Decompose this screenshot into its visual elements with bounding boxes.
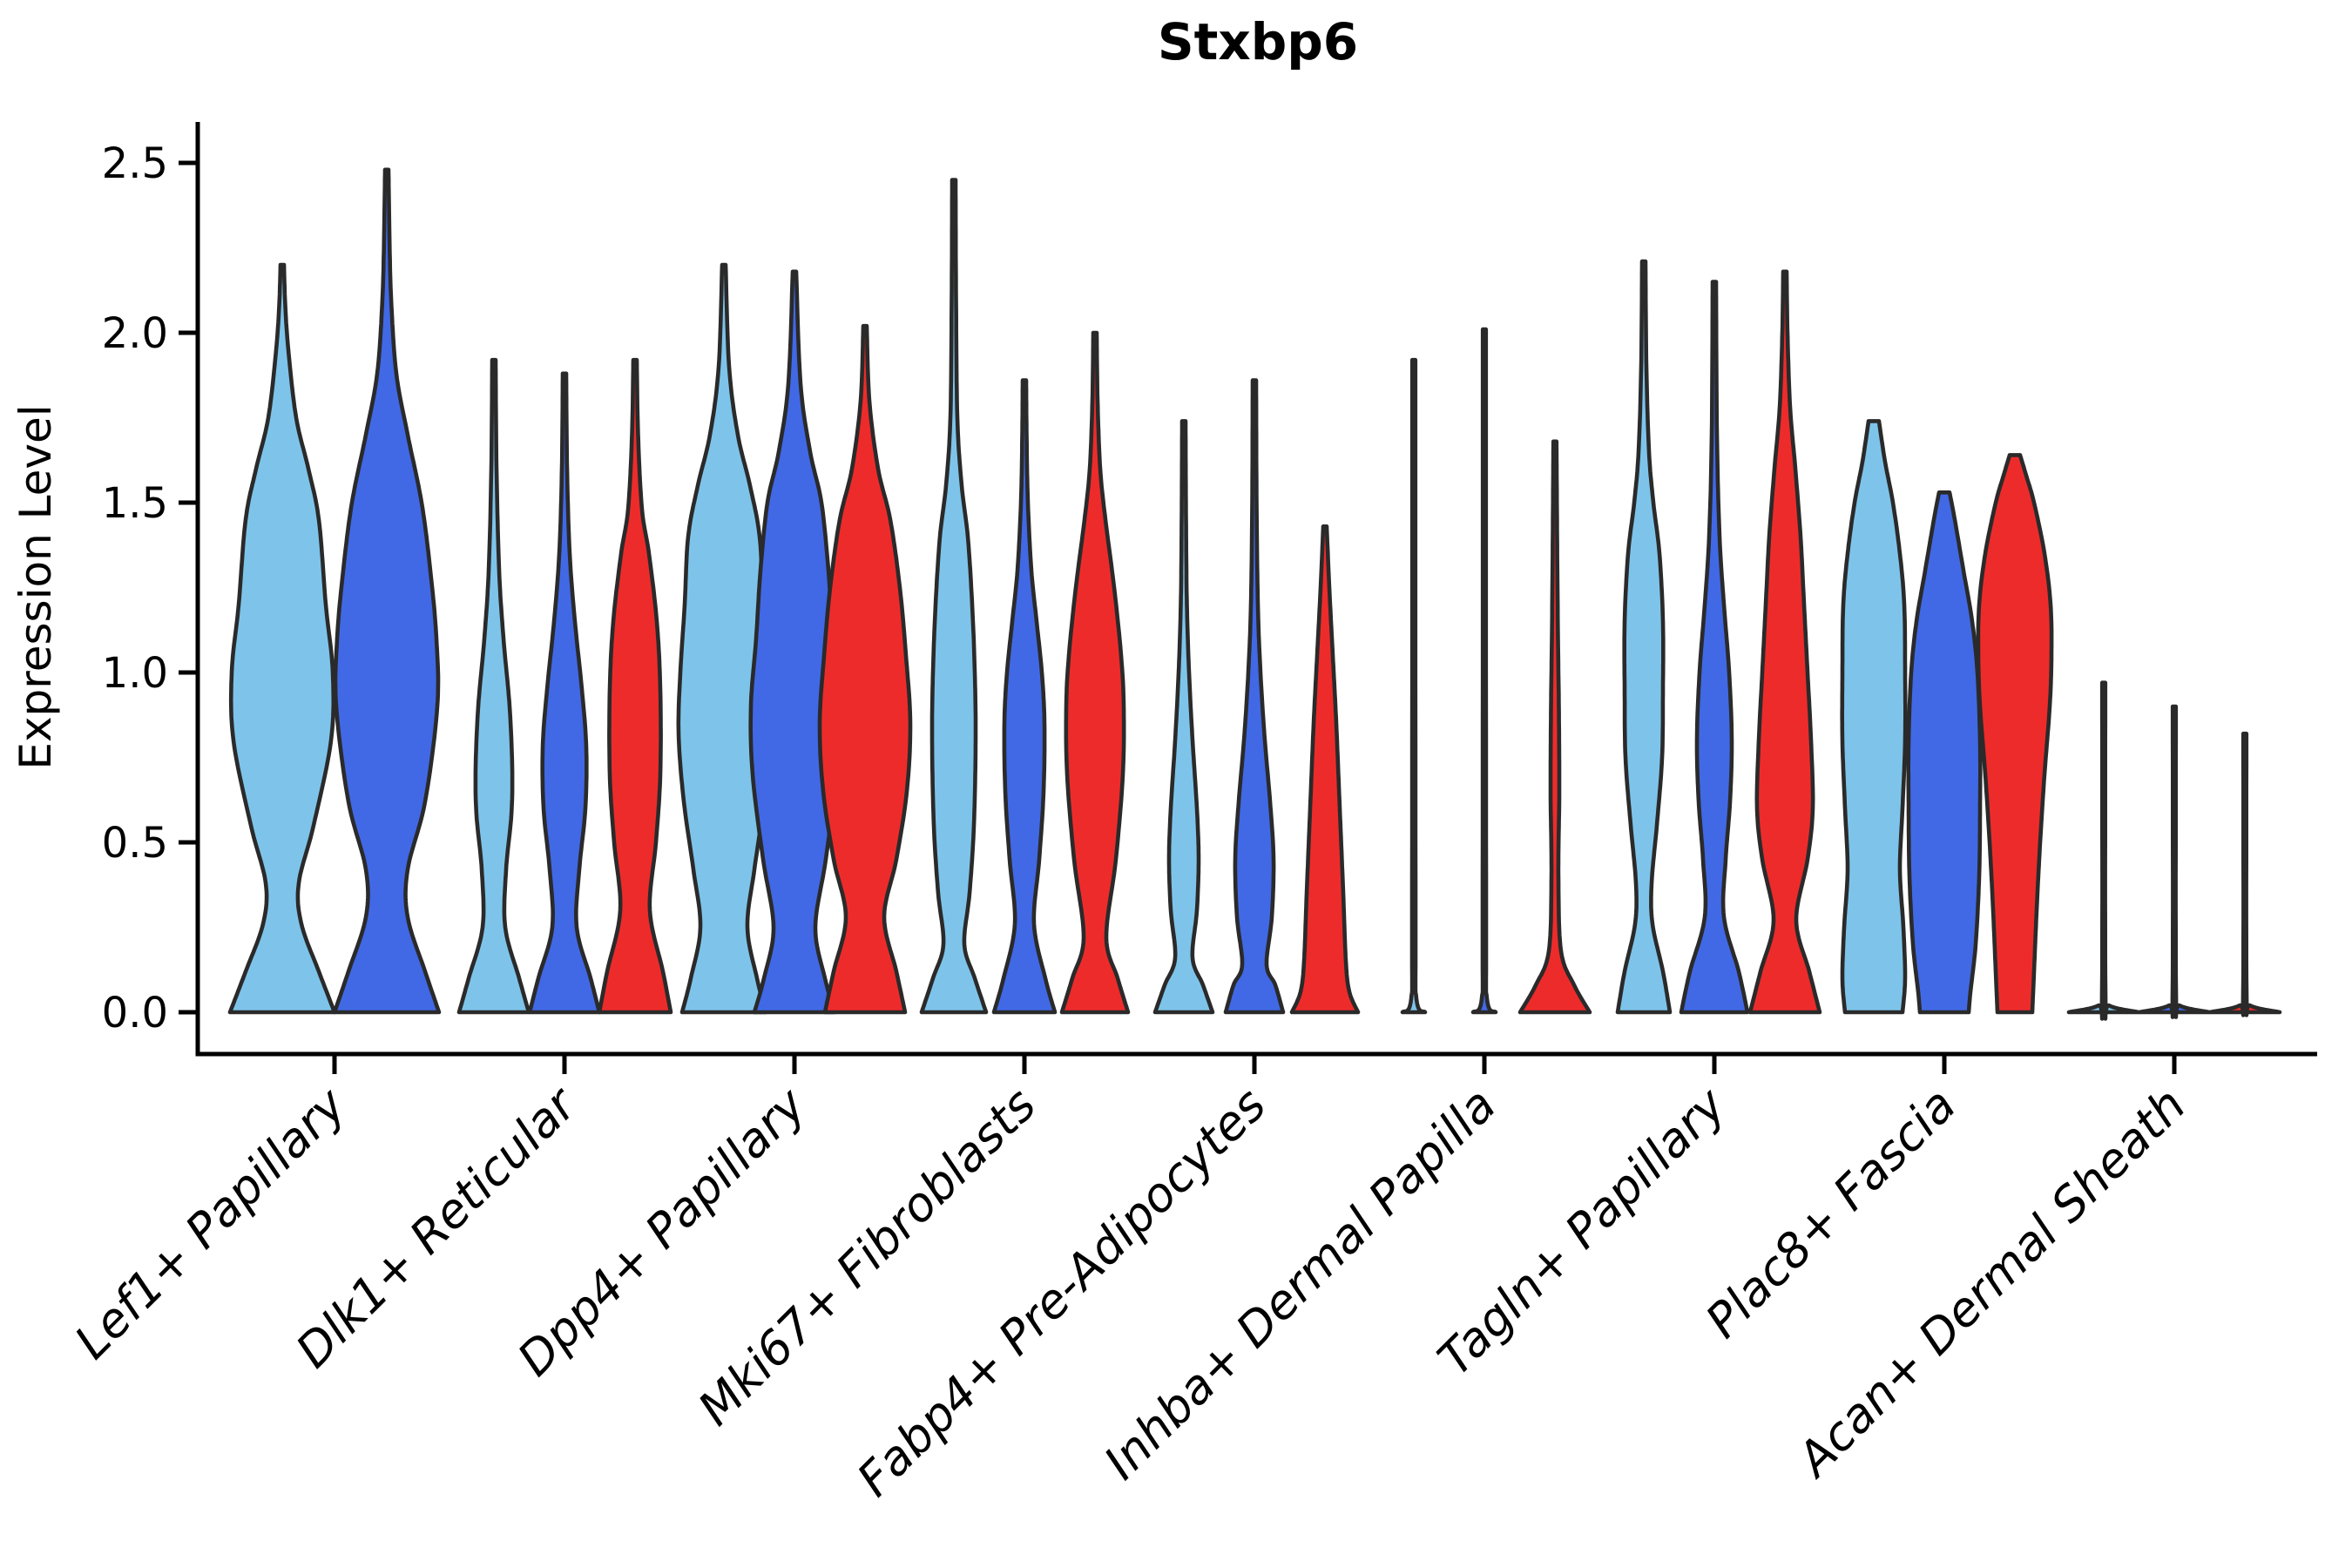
y-tick-label: 2.5 bbox=[102, 139, 168, 188]
violin-mki67-fibroblasts-light-blue bbox=[919, 178, 989, 1015]
violin-acan-dermal-sheath-blue bbox=[2137, 704, 2212, 1019]
chart-title: Stxbp6 bbox=[1158, 12, 1358, 71]
violin-plac8-fascia-red bbox=[1976, 453, 2054, 1015]
violin-fabp4-pre-adipocytes-red bbox=[1289, 524, 1361, 1015]
y-tick-label: 1.5 bbox=[102, 479, 168, 528]
violin-tagln-papillary-red bbox=[1747, 269, 1822, 1015]
violin-plac8-fascia-light-blue bbox=[1840, 419, 1908, 1015]
x-tick-label-5: Fabp4+ Pre-Adipocytes bbox=[847, 1078, 1276, 1507]
violin-dlk1-reticular-blue bbox=[527, 371, 602, 1015]
violin-tagln-papillary-blue bbox=[1679, 280, 1750, 1015]
x-tick-label-9: Acan+ Dermal Sheath bbox=[1785, 1078, 2196, 1489]
axes-layer bbox=[179, 122, 2317, 1074]
violin-inhba-dermal-papilla-blue bbox=[1470, 327, 1498, 1015]
violin-lef1-papillary-blue bbox=[332, 167, 442, 1015]
violin-tagln-papillary-light-blue bbox=[1615, 259, 1673, 1015]
violin-dlk1-reticular-red bbox=[597, 357, 673, 1015]
violin-inhba-dermal-papilla-red bbox=[1517, 439, 1592, 1015]
violin-acan-dermal-sheath-red bbox=[2207, 731, 2282, 1017]
y-tick-label: 1.0 bbox=[102, 649, 168, 698]
y-axis-label: Expression Level bbox=[10, 404, 61, 769]
y-tick-label: 0.0 bbox=[102, 989, 168, 1037]
violin-mki67-fibroblasts-blue bbox=[991, 378, 1058, 1015]
x-tick-label-8: Plac8+ Fascia bbox=[1695, 1078, 1966, 1348]
violin-dpp4-papillary-red bbox=[817, 323, 913, 1015]
violin-dlk1-reticular-light-blue bbox=[456, 357, 531, 1015]
violin-fabp4-pre-adipocytes-blue bbox=[1223, 378, 1286, 1015]
violin-plac8-fascia-blue bbox=[1906, 490, 1983, 1015]
y-tick-label: 2.0 bbox=[102, 309, 168, 358]
violin-mki67-fibroblasts-red bbox=[1059, 330, 1131, 1015]
violin-lef1-papillary-light-blue bbox=[227, 262, 337, 1015]
violin-acan-dermal-sheath-light-blue bbox=[2066, 680, 2141, 1021]
violins-layer bbox=[227, 167, 2282, 1021]
y-tick-label: 0.5 bbox=[102, 819, 168, 868]
violin-inhba-dermal-papilla-light-blue bbox=[1400, 357, 1428, 1015]
violin-fabp4-pre-adipocytes-light-blue bbox=[1152, 419, 1215, 1015]
x-tick-label-6: Inhba+ Dermal Papilla bbox=[1093, 1078, 1506, 1490]
